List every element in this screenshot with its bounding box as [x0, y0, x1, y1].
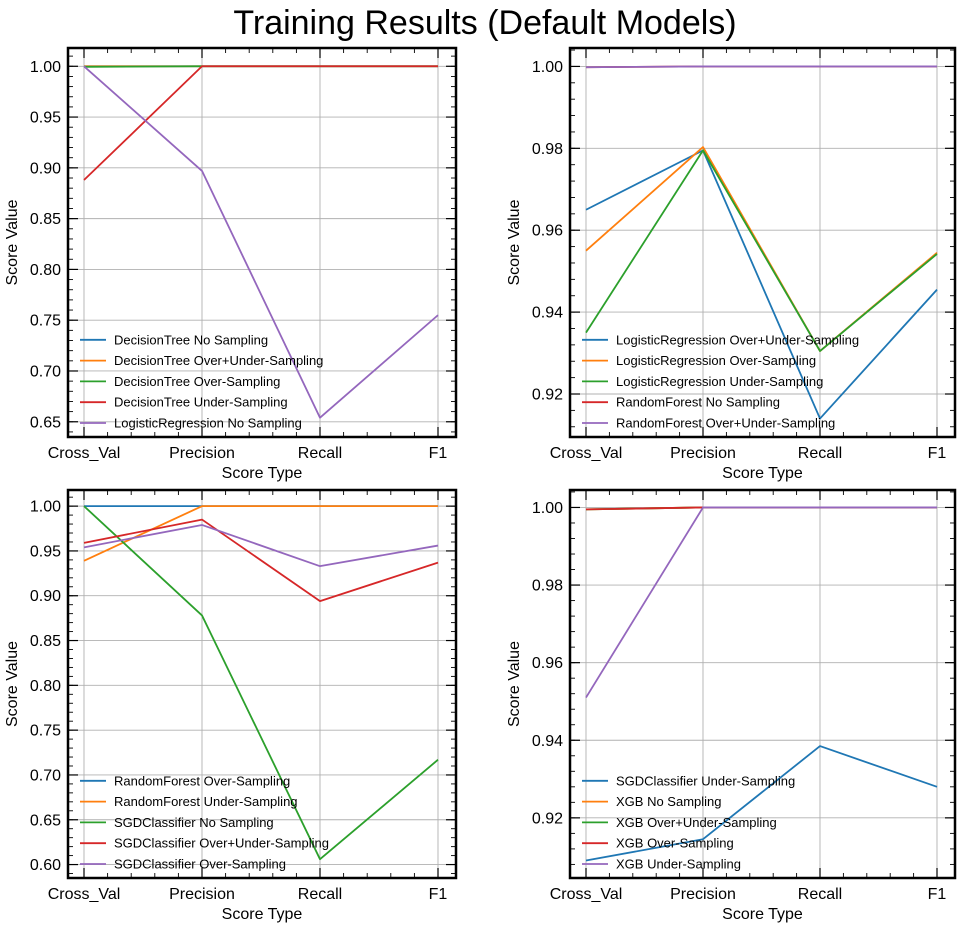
plot-frame [66, 46, 458, 439]
legend-label-2: XGB No Sampling [616, 794, 722, 809]
y-tick-label: 0.65 [30, 414, 61, 431]
series-line-5 [83, 65, 439, 419]
subplot-2: Cross_Val Precision Recall F1 0.92 0.94 0.96 0.… [506, 46, 957, 482]
y-tick-label: 0.95 [30, 543, 61, 560]
y-tick-label: 0.94 [532, 733, 563, 750]
plot-frame [568, 488, 957, 880]
legend: SGDClassifier Under-Sampling XGB No Sampl… [582, 773, 795, 872]
x-tick-label: Precision [169, 886, 235, 903]
y-tick-label: 1.00 [532, 59, 563, 76]
y-tick-label: 0.96 [532, 223, 563, 240]
x-axis-label: Score Type [222, 906, 303, 923]
y-axis-label: Score Value [4, 199, 21, 285]
subplot-1: Cross_Val Precision Recall F1 0.65 0.70 0.75 0.… [4, 46, 458, 482]
x-tick-label: Recall [798, 445, 842, 462]
subplots: Cross_Val Precision Recall F1 0.65 0.70 0.75 0.… [4, 46, 957, 923]
y-tick-label: 0.90 [30, 160, 61, 177]
y-tick-label: 0.70 [30, 363, 61, 380]
legend-label-5: LogisticRegression No Sampling [114, 416, 302, 431]
x-tick-label: F1 [429, 886, 448, 903]
x-tick-label: Cross_Val [550, 445, 623, 462]
subplot-4: Cross_Val Precision Recall F1 0.92 0.94 0.96 0.… [506, 488, 957, 923]
y-tick-label: 0.85 [30, 211, 61, 228]
x-tick-label: Precision [670, 886, 736, 903]
series-line-3 [585, 149, 938, 352]
legend-label-1: LogisticRegression Over+Under-Sampling [616, 332, 859, 347]
legend-label-5: RandomForest Over+Under-Sampling [616, 416, 835, 431]
legend-label-3: XGB Over+Under-Sampling [616, 815, 777, 830]
y-tick-label: 0.98 [532, 141, 563, 158]
y-tick-label: 0.70 [30, 767, 61, 784]
series-line-1 [585, 149, 938, 420]
legend: DecisionTree No Sampling DecisionTree Ove… [80, 332, 323, 431]
series-line-4 [83, 518, 439, 603]
legend-label-5: XGB Under-Sampling [616, 857, 741, 872]
y-tick-label: 0.85 [30, 633, 61, 650]
x-tick-label: Cross_Val [48, 886, 121, 903]
x-tick-label: F1 [928, 445, 947, 462]
y-tick-label: 1.00 [30, 59, 61, 76]
subplot-3: Cross_Val Precision Recall F1 0.60 0.65 0.70 0.… [4, 488, 458, 923]
legend-label-2: DecisionTree Over+Under-Sampling [114, 353, 323, 368]
y-axis-label: Score Value [4, 641, 21, 727]
series-line-2 [83, 505, 438, 562]
x-tick-label: Precision [670, 445, 736, 462]
series-line-4 [83, 65, 438, 181]
y-tick-label: 0.96 [532, 655, 563, 672]
legend-label-4: SGDClassifier Over+Under-Sampling [114, 836, 329, 851]
legend-label-2: RandomForest Under-Sampling [114, 794, 298, 809]
legend-label-1: DecisionTree No Sampling [114, 332, 268, 347]
y-tick-label: 0.60 [30, 857, 61, 874]
x-tick-label: F1 [429, 445, 448, 462]
series-line-5 [585, 65, 937, 69]
y-tick-label: 0.80 [30, 262, 61, 279]
x-tick-label: Recall [798, 886, 842, 903]
plot-frame [568, 46, 957, 439]
y-tick-label: 0.95 [30, 110, 61, 127]
x-tick-label: Cross_Val [48, 445, 121, 462]
legend-label-5: SGDClassifier Over-Sampling [114, 857, 286, 872]
series-line-5 [83, 524, 439, 568]
legend-label-3: DecisionTree Over-Sampling [114, 374, 280, 389]
x-tick-label: Cross_Val [550, 886, 623, 903]
y-tick-label: 0.75 [30, 313, 61, 330]
legend-label-4: RandomForest No Sampling [616, 395, 780, 410]
legend-label-1: SGDClassifier Under-Sampling [616, 773, 795, 788]
x-axis-label: Score Type [722, 906, 803, 923]
legend-label-1: RandomForest Over-Sampling [114, 773, 290, 788]
y-tick-label: 0.65 [30, 812, 61, 829]
legend: RandomForest Over-Sampling RandomForest U… [80, 773, 329, 872]
legend: LogisticRegression Over+Under-Sampling Lo… [582, 332, 859, 431]
y-tick-label: 0.92 [532, 810, 563, 827]
y-tick-label: 1.00 [532, 500, 563, 517]
legend-label-3: LogisticRegression Under-Sampling [616, 374, 823, 389]
legend-label-2: LogisticRegression Over-Sampling [616, 353, 816, 368]
y-tick-label: 0.75 [30, 723, 61, 740]
x-axis-label: Score Type [222, 465, 303, 482]
plot-frame [66, 488, 458, 880]
y-axis-label: Score Value [506, 641, 523, 727]
y-tick-label: 0.90 [30, 588, 61, 605]
y-tick-label: 0.80 [30, 678, 61, 695]
y-axis-label: Score Value [506, 199, 523, 285]
y-tick-label: 0.92 [532, 387, 563, 404]
series-line-1 [585, 745, 938, 862]
y-tick-label: 1.00 [30, 499, 61, 516]
legend-label-3: SGDClassifier No Sampling [114, 815, 274, 830]
legend-label-4: XGB Over-Sampling [616, 836, 734, 851]
y-tick-label: 0.98 [532, 578, 563, 595]
y-tick-label: 0.94 [532, 305, 563, 322]
x-tick-label: Precision [169, 445, 235, 462]
x-axis-label: Score Type [722, 465, 803, 482]
series-line-5 [585, 506, 937, 699]
x-tick-label: Recall [298, 886, 342, 903]
figure-title: Training Results (Default Models) [233, 4, 736, 42]
x-tick-label: Recall [298, 445, 342, 462]
x-tick-label: F1 [928, 886, 947, 903]
legend-label-4: DecisionTree Under-Sampling [114, 395, 288, 410]
series-line-3 [83, 505, 439, 861]
